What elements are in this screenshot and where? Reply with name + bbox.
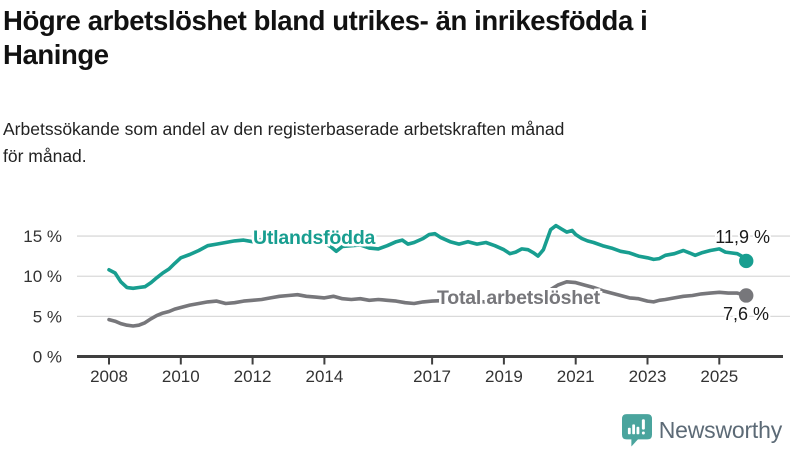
x-tick-label-2019: 2019 xyxy=(485,367,523,386)
x-tick-label-2012: 2012 xyxy=(234,367,272,386)
x-tick-label-2008: 2008 xyxy=(90,367,128,386)
y-tick-label-0: 0 % xyxy=(33,348,62,367)
series-label-total-arbetsl-shet: Total arbetslöshet xyxy=(437,287,601,309)
end-value-label-total-arbetsl-shet: 7,6 % xyxy=(723,304,769,324)
page-title: Högre arbetslöshet bland utrikes- än inr… xyxy=(3,5,648,70)
newsworthy-bubble-chart-icon xyxy=(621,414,652,447)
x-tick-label-2025: 2025 xyxy=(700,367,738,386)
x-tick-label-2017: 2017 xyxy=(413,367,451,386)
end-value-label-utlandsf-dda: 11,9 % xyxy=(715,227,770,247)
x-tick-label-2010: 2010 xyxy=(162,367,200,386)
x-tick-label-2014: 2014 xyxy=(305,367,343,386)
series-line-total-arbetsl-shet xyxy=(107,280,748,328)
newsworthy-wordmark: Newsworthy xyxy=(658,417,782,443)
x-tick-label-2021: 2021 xyxy=(557,367,595,386)
chart-subtitle: Arbetssökande som andel av den registerb… xyxy=(3,119,565,167)
y-tick-label-5: 5 % xyxy=(33,307,62,326)
y-tick-label-15: 15 % xyxy=(23,227,62,246)
newsworthy-logo[interactable]: Newsworthy xyxy=(621,414,782,447)
end-dot-utlandsf-dda xyxy=(739,253,754,269)
end-dot-total-arbetsl-shet xyxy=(739,288,754,303)
x-tick-label-2023: 2023 xyxy=(629,367,667,386)
series-label-utlandsf-dda: Utlandsfödda xyxy=(253,227,376,249)
y-tick-label-10: 10 % xyxy=(23,267,62,286)
series-line-utlandsf-dda xyxy=(107,223,748,291)
